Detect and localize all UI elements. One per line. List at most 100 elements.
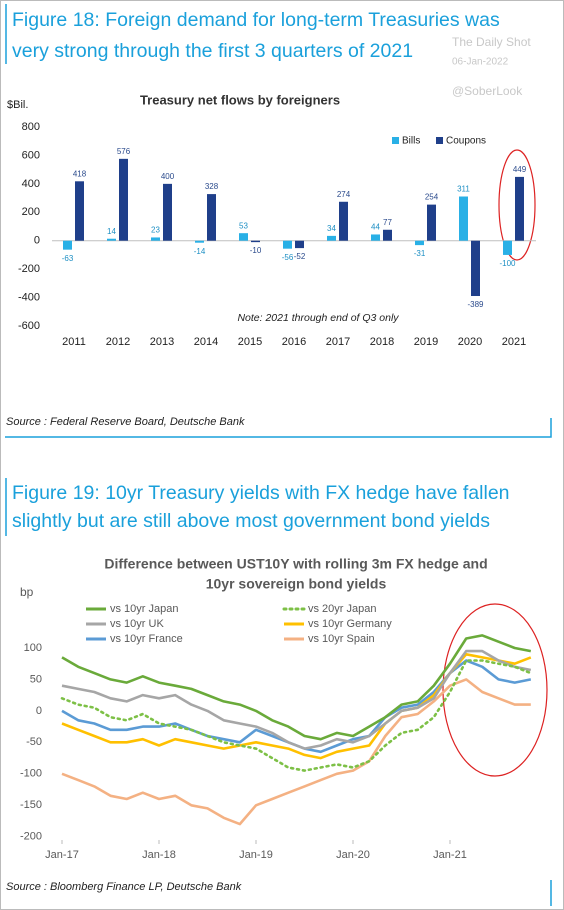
bar bbox=[371, 234, 380, 241]
data-label: -63 bbox=[62, 254, 74, 263]
bar bbox=[63, 240, 72, 250]
data-label: 576 bbox=[117, 147, 131, 156]
bar bbox=[163, 183, 172, 241]
data-label: 14 bbox=[107, 227, 116, 236]
data-label: 400 bbox=[161, 172, 175, 181]
data-label: 418 bbox=[73, 169, 87, 178]
watermark: 06-Jan-2022 bbox=[452, 57, 509, 68]
series-line bbox=[60, 659, 533, 772]
x-tick-label: Jan-20 bbox=[336, 849, 370, 861]
data-label: 311 bbox=[457, 185, 470, 194]
x-tick-label: 2019 bbox=[414, 336, 438, 348]
y-tick-label: 400 bbox=[22, 178, 40, 190]
figure-heading: very strong through the first 3 quarters… bbox=[12, 40, 413, 62]
watermark: @SoberLook bbox=[452, 84, 523, 98]
legend-label: vs 10yr UK bbox=[110, 618, 164, 630]
x-tick-label: 2012 bbox=[106, 336, 130, 348]
x-tick-label: Jan-19 bbox=[239, 849, 273, 861]
y-tick-label: 50 bbox=[30, 673, 42, 685]
data-label: 328 bbox=[205, 182, 219, 191]
bar bbox=[239, 233, 248, 241]
chart-title: Difference between UST10Y with rolling 3… bbox=[104, 556, 487, 572]
x-tick-label: 2016 bbox=[282, 336, 306, 348]
x-tick-label: 2015 bbox=[238, 336, 262, 348]
bar bbox=[327, 235, 336, 241]
bar bbox=[119, 158, 128, 241]
x-tick-label: Jan-17 bbox=[45, 849, 79, 861]
y-tick-label: -100 bbox=[20, 768, 42, 780]
legend-label: Coupons bbox=[446, 136, 486, 147]
y-tick-label: 600 bbox=[22, 149, 40, 161]
legend-label: vs 10yr Spain bbox=[308, 633, 375, 645]
chart-note: Note: 2021 through end of Q3 only bbox=[237, 312, 399, 324]
y-tick-label: -150 bbox=[20, 799, 42, 811]
data-label: 274 bbox=[337, 190, 351, 199]
y-tick-label: -50 bbox=[26, 736, 42, 748]
x-tick-label: 2018 bbox=[370, 336, 394, 348]
data-label: 77 bbox=[383, 218, 392, 227]
bar bbox=[383, 229, 392, 241]
data-label: -100 bbox=[499, 259, 516, 268]
data-label: 254 bbox=[425, 193, 439, 202]
series-line bbox=[61, 634, 532, 741]
highlight-circle bbox=[498, 149, 536, 261]
x-tick-label: Jan-21 bbox=[433, 849, 467, 861]
x-tick-label: 2017 bbox=[326, 336, 350, 348]
y-tick-label: -200 bbox=[18, 263, 40, 275]
legend-label: vs 10yr France bbox=[110, 633, 183, 645]
legend-swatch bbox=[436, 137, 443, 144]
data-label: -31 bbox=[414, 249, 426, 258]
bar bbox=[75, 181, 84, 241]
bar bbox=[339, 201, 348, 241]
data-label: -56 bbox=[282, 253, 294, 262]
bar bbox=[459, 196, 468, 241]
data-label: 53 bbox=[239, 221, 248, 230]
x-tick-label: 2014 bbox=[194, 336, 218, 348]
y-tick-label: -400 bbox=[18, 291, 40, 303]
highlight-circle bbox=[442, 603, 548, 777]
data-label: -10 bbox=[250, 246, 262, 255]
x-tick-label: 2013 bbox=[150, 336, 174, 348]
bar bbox=[283, 240, 292, 249]
bar bbox=[427, 204, 436, 241]
x-tick-label: Jan-18 bbox=[142, 849, 176, 861]
bar bbox=[107, 238, 116, 241]
y-tick-label: 200 bbox=[22, 206, 40, 218]
bar bbox=[515, 176, 524, 241]
legend-label: Bills bbox=[402, 136, 420, 147]
x-tick-label: 2020 bbox=[458, 336, 482, 348]
x-tick-label: 2011 bbox=[62, 336, 86, 348]
data-label: -389 bbox=[467, 300, 484, 309]
bar bbox=[415, 240, 424, 246]
y-tick-label: -200 bbox=[20, 831, 42, 843]
bar bbox=[251, 240, 260, 243]
source: Source : Bloomberg Finance LP, Deutsche … bbox=[6, 881, 242, 893]
data-label: -14 bbox=[194, 247, 206, 256]
data-label: 34 bbox=[327, 224, 336, 233]
y-axis-label: bp bbox=[20, 585, 34, 599]
chart-title: Treasury net flows by foreigners bbox=[140, 92, 340, 107]
series-line bbox=[61, 649, 532, 750]
figure-heading: Figure 19: 10yr Treasury yields with FX … bbox=[12, 482, 510, 504]
data-label: -52 bbox=[294, 252, 306, 261]
bar bbox=[471, 240, 480, 297]
source: Source : Federal Reserve Board, Deutsche… bbox=[6, 416, 245, 428]
legend-label: vs 10yr Japan bbox=[110, 603, 178, 615]
data-label: 23 bbox=[151, 226, 160, 235]
legend-label: vs 20yr Japan bbox=[308, 603, 376, 615]
frame-rule bbox=[5, 418, 552, 438]
legend-label: vs 10yr Germany bbox=[308, 618, 392, 630]
bar bbox=[151, 237, 160, 241]
figure-heading: Figure 18: Foreign demand for long-term … bbox=[12, 9, 500, 31]
bar bbox=[503, 240, 512, 255]
figure-heading: slightly but are still above most govern… bbox=[12, 510, 490, 532]
y-tick-label: 800 bbox=[22, 121, 40, 133]
legend-swatch bbox=[392, 137, 399, 144]
watermark: The Daily Shot bbox=[452, 35, 531, 49]
data-label: 449 bbox=[513, 165, 527, 174]
y-tick-label: 100 bbox=[24, 642, 42, 654]
x-tick-label: 2021 bbox=[502, 336, 526, 348]
y-tick-label: 0 bbox=[36, 705, 42, 717]
